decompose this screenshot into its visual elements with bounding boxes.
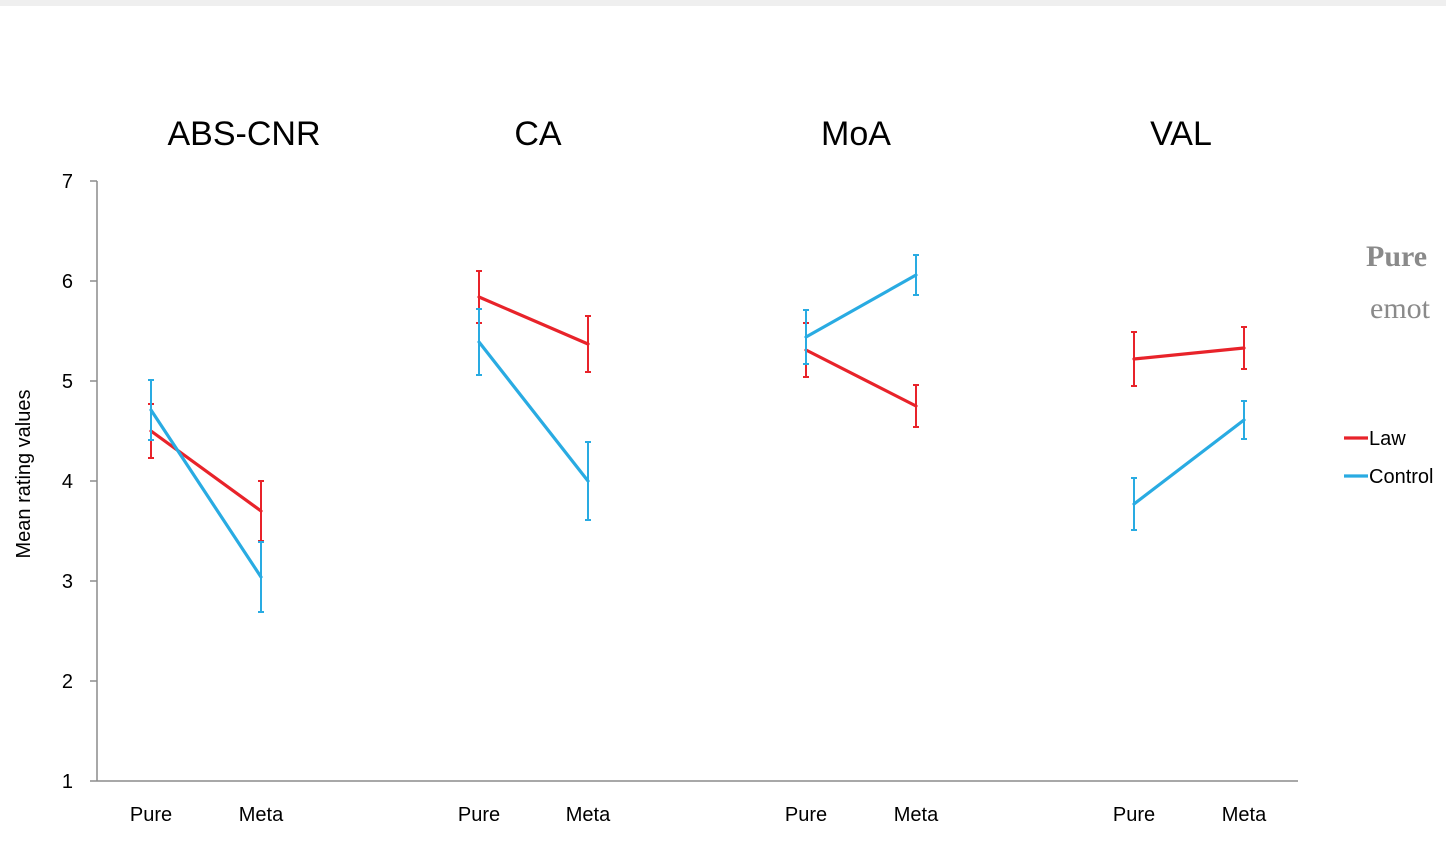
y-axis-label: Mean rating values [13,390,35,559]
side-text-line1: Pure [1366,240,1428,273]
series-line [804,273,918,339]
series-segment-control [1131,400,1247,531]
top-bar [0,0,1446,6]
legend: Law Control [1344,428,1433,488]
series-segment-control [803,254,919,365]
y-tick-label: 5 [62,371,73,393]
panel-title: CA [514,115,562,153]
x-tick-label: Meta [1222,804,1267,826]
panel-title: ABS-CNR [167,115,320,153]
x-tick-label: Pure [1113,804,1155,826]
x-tick-label: Meta [566,804,611,826]
y-tick-label: 6 [62,271,73,293]
series-line [477,295,590,346]
x-tick-label: Meta [239,804,284,826]
legend-label: Law [1369,428,1406,450]
y-tick-label: 7 [62,171,73,193]
series-line [1132,346,1246,361]
y-tick-label: 3 [62,571,73,593]
x-tick-label: Pure [130,804,172,826]
side-text-line2: emot [1370,292,1430,325]
series-segment-control [148,379,264,613]
axes: 1 2 3 4 5 6 7 Pure Meta Pure Meta Pure Meta Pure Meta [62,171,1298,826]
series-segment-law [148,403,264,542]
series-segment-law [476,270,591,373]
series-group [148,254,1247,613]
x-tick-label: Meta [894,804,939,826]
series-line [477,340,590,483]
series-line [149,408,263,579]
y-tick-label: 4 [62,471,73,493]
y-tick-label: 2 [62,671,73,693]
series-line [149,429,263,513]
series-segment-law [1131,326,1247,387]
series-line [1132,418,1246,506]
y-tick-label: 1 [62,771,73,793]
series-segment-law [803,322,919,428]
x-tick-label: Pure [458,804,500,826]
panel-titles: ABS-CNR CA MoA VAL [167,115,1211,153]
y-axis-label-group: Mean rating values [13,390,35,559]
series-line [804,348,918,408]
x-tick-label: Pure [785,804,827,826]
legend-label: Control [1369,466,1433,488]
panel-title: VAL [1150,115,1212,153]
panel-title: MoA [821,115,891,153]
series-segment-control [476,308,591,521]
